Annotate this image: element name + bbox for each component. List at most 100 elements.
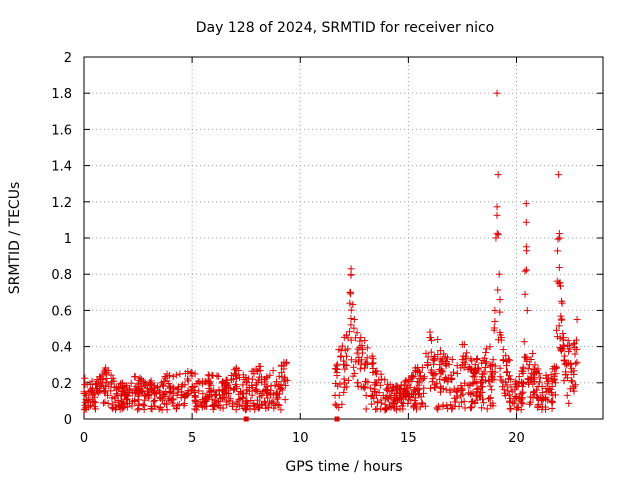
data-point [512,405,520,413]
data-point [225,397,233,405]
data-point [466,404,474,412]
data-point [375,389,383,397]
data-point [271,402,279,410]
data-point [473,356,481,364]
data-point [381,376,389,384]
y-axis-label: SRMTID / TECUs [7,182,23,295]
data-point [535,378,543,386]
data-point [550,362,558,370]
data-point [435,402,443,410]
data-point [237,388,245,396]
data-point [402,376,410,384]
data-point [142,392,150,400]
data-point [260,376,268,384]
data-point [277,406,285,414]
data-point [331,400,339,408]
data-point [542,384,550,392]
data-point [409,373,417,381]
data-point [407,396,415,404]
data-point [502,362,510,370]
data-point [542,375,550,383]
data-point [520,380,528,388]
data-point [361,378,369,386]
data-point [80,390,88,398]
data-point [103,378,111,386]
data-point [559,345,567,353]
data-point [557,346,565,354]
data-point [353,379,361,387]
data-point [368,360,376,368]
grid-lines [84,57,603,419]
data-point [427,348,435,356]
data-point [538,389,546,397]
y-tick-label: 0.2 [51,377,72,392]
data-point [491,317,499,325]
data-point [352,334,360,342]
data-point [499,383,507,391]
data-point [97,381,105,389]
data-point [494,286,502,294]
data-point [454,385,462,393]
data-point [344,345,352,353]
data-point [350,324,358,332]
data-point [363,354,371,362]
data-point [529,394,537,402]
data-point [118,383,126,391]
data-point [467,366,475,374]
data-point [233,400,241,408]
data-point [131,396,139,404]
data-point [570,340,578,348]
data-point [462,355,470,363]
data-point [81,374,89,382]
x-tick-label: 15 [400,431,417,446]
data-point [93,380,101,388]
data-point [88,391,96,399]
data-point [442,386,450,394]
data-point [567,368,575,376]
data-point [265,399,273,407]
data-point [146,378,154,386]
data-point [160,391,168,399]
data-point [521,290,529,298]
data-point [416,369,424,377]
data-point [482,345,490,353]
data-point [349,372,357,380]
data-point [555,264,563,272]
data-point [401,378,409,386]
data-point [553,326,561,334]
data-point [160,400,168,408]
data-point [228,402,236,410]
data-point [90,397,98,405]
data-point [478,404,486,412]
zero-marker [334,416,340,422]
data-point [535,395,543,403]
data-point [188,370,196,378]
data-point [523,266,531,274]
data-point [255,362,263,370]
data-point [443,402,451,410]
data-point [451,398,459,406]
data-point [206,391,214,399]
data-point [252,365,260,373]
data-point [344,377,352,385]
data-point [452,387,460,395]
data-point [368,400,376,408]
data-point [369,368,377,376]
data-point [225,390,233,398]
data-point [487,401,495,409]
data-point [551,376,559,384]
data-point [426,384,434,392]
data-point [355,356,363,364]
data-point [453,394,461,402]
data-point [469,372,477,380]
data-point [424,359,432,367]
data-point [482,376,490,384]
data-point [531,365,539,373]
data-point [335,403,343,411]
data-point [434,335,442,343]
data-point [421,402,429,410]
data-point [501,389,509,397]
data-point [370,394,378,402]
data-point [411,394,419,402]
data-point [165,389,173,397]
